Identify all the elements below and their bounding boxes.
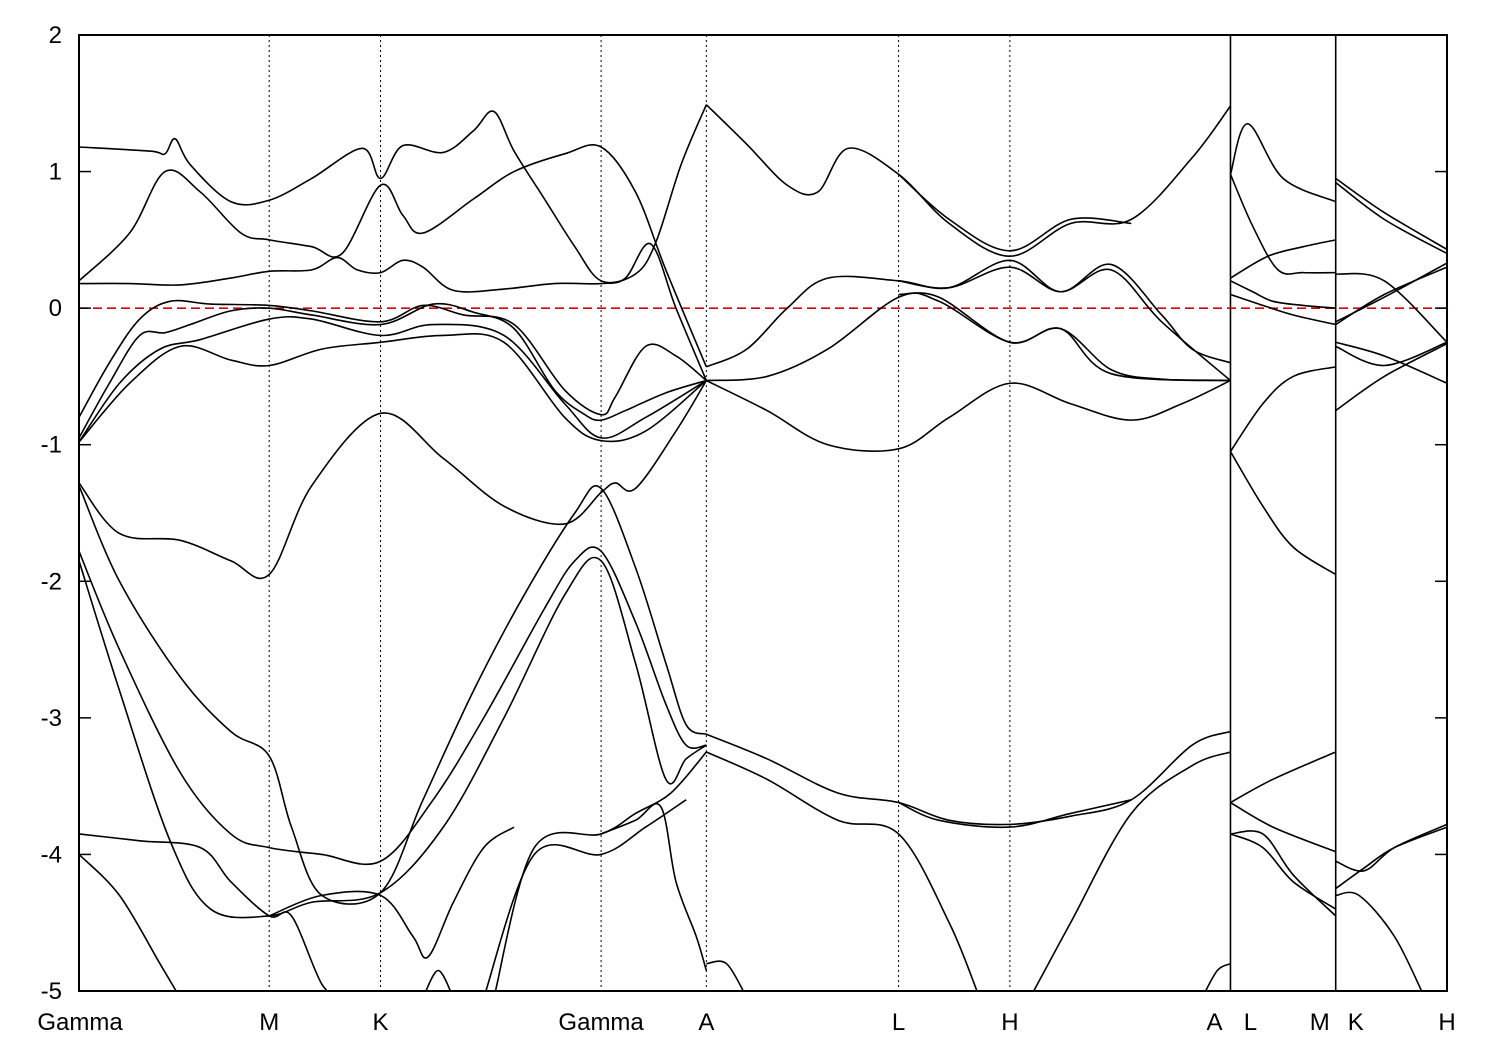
band-series-45	[1335, 262, 1447, 323]
band-series-4	[79, 302, 707, 439]
band-series-9	[79, 546, 707, 866]
band-series-38	[1230, 751, 1337, 804]
kpoint-label-3: Gamma	[558, 1009, 644, 1036]
band-series-35	[1230, 293, 1336, 326]
band-series-23	[898, 292, 1231, 382]
band-series-27	[898, 799, 1132, 829]
band-series-28	[1032, 751, 1231, 991]
band-series-22	[706, 292, 1231, 382]
band-series-17	[425, 969, 452, 991]
band-series-8	[79, 485, 707, 905]
band-series-21	[898, 266, 1231, 382]
band-series-41	[1230, 833, 1337, 910]
y-tick-label-6: -4	[41, 841, 62, 868]
y-tick-label-3: -1	[41, 432, 62, 459]
band-series-48	[1335, 341, 1447, 367]
band-series-26	[706, 751, 978, 991]
band-series-20	[706, 259, 1231, 368]
kpoint-label-5: L	[892, 1009, 905, 1036]
band-series-19	[898, 173, 1132, 252]
band-series-31	[1229, 122, 1337, 203]
kpoint-label-1: M	[259, 1009, 279, 1036]
plot-frame	[78, 34, 1448, 992]
kpoint-label-8: L	[1244, 1009, 1257, 1036]
kpoint-label-0: Gamma	[37, 1009, 123, 1036]
band-series-2	[79, 242, 708, 381]
y-tick-label-2: 0	[49, 295, 62, 322]
band-series-7	[79, 380, 708, 580]
band-series-13	[268, 826, 515, 959]
band-series-12	[79, 853, 178, 991]
band-series-10	[79, 556, 707, 919]
y-tick-label-4: -2	[41, 568, 62, 595]
band-series-40	[1230, 830, 1337, 917]
band-series-37	[1229, 451, 1337, 576]
band-series-11	[79, 833, 329, 991]
band-series-32	[1229, 173, 1336, 275]
band-series-6	[79, 333, 707, 443]
kpoint-label-6: H	[1001, 1009, 1018, 1036]
band-series-25	[706, 730, 1231, 826]
kpoint-label-4: A	[698, 1009, 714, 1036]
band-curves	[79, 104, 1447, 991]
band-series-36	[1229, 366, 1336, 452]
band-series-15	[485, 799, 687, 991]
band-series-39	[1230, 801, 1336, 853]
band-series-29	[706, 960, 745, 991]
band-series-46	[1335, 266, 1447, 326]
band-series-43	[1335, 181, 1447, 255]
band-series-18	[705, 104, 1232, 258]
band-series-30	[1204, 962, 1231, 991]
band-series-42	[1335, 177, 1447, 251]
kpoint-divider-lines	[268, 35, 1337, 991]
band-series-50	[1335, 823, 1447, 872]
band-series-16	[600, 803, 708, 971]
y-tick-label-1: 1	[49, 159, 62, 186]
band-series-49	[1335, 342, 1447, 412]
kpoint-label-2: K	[373, 1009, 389, 1036]
band-series-5	[79, 315, 707, 443]
y-tick-label-7: -5	[41, 978, 62, 1005]
band-series-47	[1335, 341, 1447, 384]
kpoint-label-11: H	[1438, 1009, 1455, 1036]
kpoint-label-9: M	[1310, 1009, 1330, 1036]
band-series-34	[1230, 280, 1336, 309]
x-axis-kpoint-labels: Gamma M K Gamma A L H A L M K H	[37, 1009, 1455, 1036]
band-series-44	[1335, 272, 1447, 343]
kpoint-label-10: K	[1348, 1009, 1364, 1036]
y-tick-label-5: -3	[41, 705, 62, 732]
y-axis-ticks: 2 1 0 -1 -2 -3 -4 -5	[41, 22, 1447, 1005]
y-tick-label-0: 2	[49, 22, 62, 49]
band-series-0	[79, 104, 708, 284]
band-series-1	[79, 143, 708, 368]
band-series-24	[705, 379, 1231, 452]
band-series-52	[1335, 891, 1423, 991]
kpoint-label-7: A	[1206, 1009, 1222, 1036]
band-series-33	[1230, 239, 1336, 279]
band-series-51	[1335, 826, 1447, 890]
band-series-3	[79, 299, 707, 418]
